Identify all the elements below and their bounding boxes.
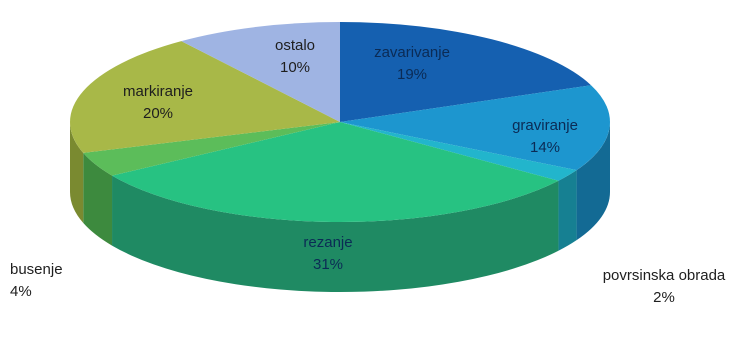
pie-label-value: 2%	[653, 289, 675, 306]
pie-slice-graviranje	[340, 85, 610, 171]
pie-label-value: 31%	[313, 256, 343, 273]
pie-label-value: 4%	[10, 283, 32, 300]
pie-label-name: graviranje	[512, 117, 578, 134]
pie-label-value: 19%	[397, 66, 427, 83]
pie-label-graviranje: graviranje 14%	[512, 117, 578, 156]
pie-side-busenje	[83, 152, 113, 246]
pie-label-value: 14%	[530, 139, 560, 156]
pie-side-rezanje	[112, 175, 559, 292]
pie-slice-rezanje	[112, 122, 559, 222]
pie-label-value: 10%	[280, 59, 310, 76]
pie-labels: zavarivanje 19% graviranje 14% povrsinska ob…	[10, 37, 726, 306]
pie-slice-markiranje	[69, 41, 340, 153]
pie-sides	[70, 122, 610, 292]
pie-label-name: markiranje	[123, 83, 193, 100]
pie-label-name: busenje	[10, 261, 63, 278]
pie-slice-busenje	[83, 122, 341, 176]
pie-side-markiranje	[70, 122, 84, 223]
pie-label-name: rezanje	[303, 234, 352, 251]
pie-label-busenje: busenje 4%	[10, 261, 63, 300]
pie-side-povrsinska-obrada	[558, 170, 577, 251]
pie-label-name: zavarivanje	[374, 44, 450, 61]
pie-label-rezanje: rezanje 31%	[303, 234, 352, 273]
pie-label-ostalo: ostalo 10%	[275, 37, 315, 76]
pie-label-markiranje: markiranje 20%	[123, 83, 193, 122]
pie-label-povrsinska-obrada: povrsinska obrada 2%	[603, 267, 726, 306]
pie-label-value: 20%	[143, 105, 173, 122]
pie-side-graviranje	[576, 122, 610, 241]
pie-slice-zavarivanje	[340, 22, 592, 122]
pie-slice-ostalo	[181, 22, 340, 122]
pie-slices	[69, 22, 610, 222]
pie-slice-povrsinska-obrada	[340, 122, 577, 181]
pie-label-name: povrsinska obrada	[603, 267, 726, 284]
pie-label-zavarivanje: zavarivanje 19%	[374, 44, 450, 83]
pie-label-name: ostalo	[275, 37, 315, 54]
